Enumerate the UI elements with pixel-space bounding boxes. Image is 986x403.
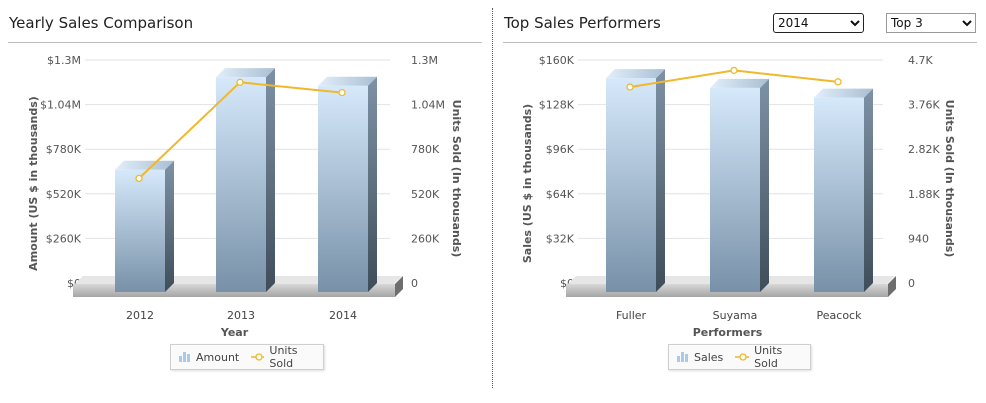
legend-item-amount[interactable]: Amount <box>179 351 239 364</box>
bar-side <box>864 88 873 292</box>
bar-front <box>115 169 165 292</box>
bar <box>606 69 665 293</box>
bar-legend-icon <box>179 352 190 362</box>
legend-label-units-sold: Units Sold <box>754 344 783 370</box>
x-tick-label: Suyama <box>713 309 758 322</box>
bar-legend-icon <box>677 352 688 362</box>
panel-separator <box>492 8 493 388</box>
units-sold-point <box>730 66 738 75</box>
bar-side <box>165 160 174 292</box>
legend-item-sales[interactable]: Sales <box>677 351 723 364</box>
y2-tick-label: 1.04M <box>411 99 445 112</box>
y-tick-label: $1.04M <box>40 99 81 112</box>
y-tick-label: $96K <box>546 143 575 156</box>
legend-label-sales: Sales <box>694 350 724 364</box>
bar <box>710 78 769 292</box>
y2-tick-label: 520K <box>411 188 440 201</box>
line-legend-icon <box>251 353 265 361</box>
bar-side <box>656 69 665 293</box>
right-chart-title: Top Sales Performers <box>504 14 661 32</box>
y-tick-label: $780K <box>46 143 82 156</box>
bar <box>216 68 275 293</box>
bar-top <box>115 160 174 170</box>
y-tick-label: $64K <box>546 188 575 201</box>
y-axis-title: Sales (US $ in thousands) <box>521 104 534 263</box>
bar-top <box>814 88 873 98</box>
y2-axis-title: Units Sold (In thousands) <box>450 100 463 258</box>
y2-axis-title: Units Sold (In thousands) <box>943 100 956 258</box>
bar-front <box>814 97 864 292</box>
y2-tick-label: 3.76K <box>908 99 940 112</box>
units-sold-point <box>338 88 346 97</box>
bar-front <box>318 85 368 292</box>
units-sold-point <box>626 83 634 91</box>
x-tick-label: Fuller <box>616 309 647 322</box>
line-legend-icon <box>735 353 750 361</box>
y-tick-label: $260K <box>46 232 82 245</box>
y2-tick-label: 260K <box>411 232 440 245</box>
y2-tick-label: 780K <box>411 143 440 156</box>
bar-front <box>710 87 760 292</box>
left-chart: $0 0$260K 260K$520K 520K$780K 780K$1.04M 1.04… <box>27 54 463 339</box>
y2-tick-label: 2.82K <box>908 143 940 156</box>
x-axis-title: Performers <box>693 326 763 339</box>
y-tick-label: $1.3M <box>47 54 81 67</box>
y2-tick-label: 0 <box>411 277 418 290</box>
bar <box>318 76 377 292</box>
bar <box>115 160 174 292</box>
bar-top <box>216 68 275 78</box>
bar-front <box>216 77 266 293</box>
y2-tick-label: 1.88K <box>908 188 940 201</box>
y2-tick-label: 1.3M <box>411 54 438 67</box>
y2-tick-label: 4.7K <box>908 54 933 67</box>
bar-top <box>318 76 377 86</box>
year-select[interactable]: 2014 <box>773 13 864 33</box>
bar-side <box>368 76 377 292</box>
floor-side <box>888 276 896 297</box>
units-sold-point <box>834 78 842 86</box>
y-tick-label: $520K <box>46 188 82 201</box>
legend-label-units-sold: Units Sold <box>269 344 298 370</box>
bar <box>814 88 873 292</box>
bar-side <box>266 68 275 293</box>
y-tick-label: $128K <box>539 99 575 112</box>
right-chart: $0 0$32K 940$64K 1.88K$96K 2.82K$128K 3.76K$1… <box>521 54 956 339</box>
y2-tick-label: 0 <box>908 277 915 290</box>
left-title-divider <box>8 42 482 43</box>
y-tick-label: $160K <box>539 54 575 67</box>
left-chart-legend: Amount Units Sold <box>170 344 324 370</box>
left-chart-title: Yearly Sales Comparison <box>9 14 194 32</box>
x-tick-label: 2013 <box>227 309 255 322</box>
bar-front <box>606 78 656 293</box>
y2-tick-label: 940 <box>908 232 929 245</box>
floor-side <box>395 276 403 297</box>
x-axis-title: Year <box>220 326 249 339</box>
right-title-divider <box>503 42 977 43</box>
y-tick-label: $32K <box>546 232 575 245</box>
right-chart-legend: Sales Units Sold <box>668 344 811 370</box>
legend-label-amount: Amount <box>196 350 240 364</box>
y-axis-title: Amount (US $ in thousands) <box>27 96 40 271</box>
bar-top <box>606 69 665 79</box>
units-sold-point <box>135 174 143 183</box>
x-tick-label: Peacock <box>817 309 863 322</box>
bar-side <box>760 78 769 292</box>
units-sold-point <box>236 78 244 86</box>
legend-item-units-sold[interactable]: Units Sold <box>735 344 802 370</box>
x-tick-label: 2014 <box>329 309 357 322</box>
top-performers-select[interactable]: Top 3 <box>886 13 976 33</box>
x-tick-label: 2012 <box>126 309 154 322</box>
bar-top <box>710 78 769 88</box>
legend-item-units-sold[interactable]: Units Sold <box>251 344 315 370</box>
